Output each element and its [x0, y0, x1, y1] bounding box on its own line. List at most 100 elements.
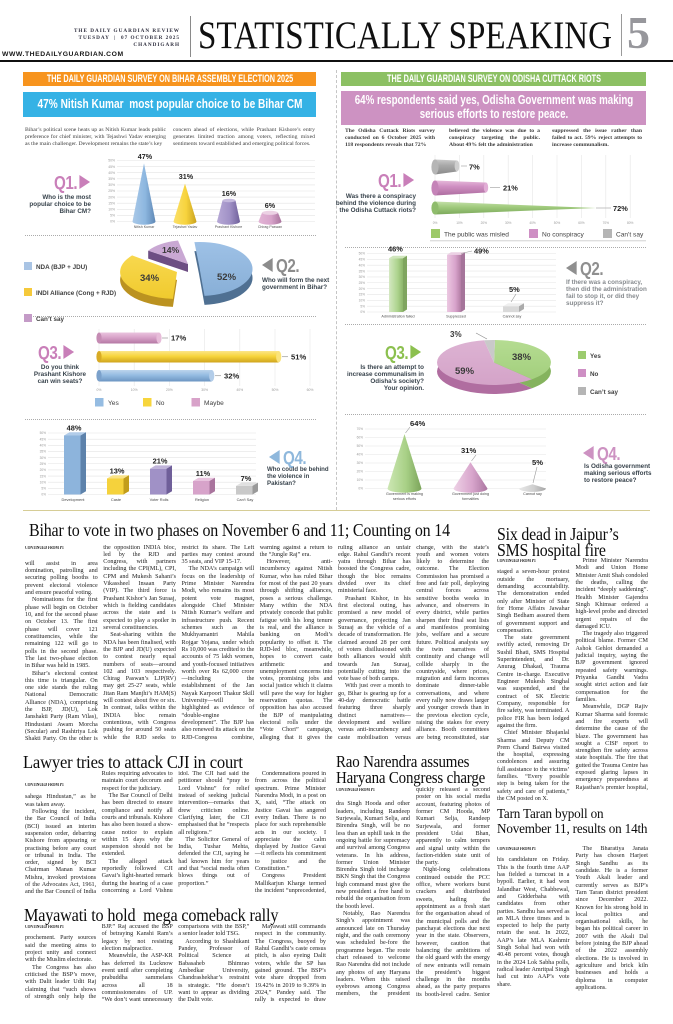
svg-text:16%: 16% [222, 189, 237, 198]
svg-text:Government just doing: Government just doing [452, 492, 489, 496]
svg-text:Yes: Yes [108, 400, 119, 407]
svg-text:30%: 30% [201, 388, 208, 392]
svg-text:The public was misled: The public was misled [444, 232, 509, 239]
svg-text:0%: 0% [97, 388, 102, 392]
svg-text:60%: 60% [357, 436, 364, 440]
svg-text:17%: 17% [171, 334, 186, 343]
svg-text:0%: 0% [358, 487, 363, 491]
svg-text:45%: 45% [359, 258, 366, 262]
svg-text:40%: 40% [40, 444, 47, 448]
svg-text:50%: 50% [108, 159, 115, 163]
svg-text:20%: 20% [359, 287, 366, 291]
svg-text:15%: 15% [359, 293, 366, 297]
svg-text:10%: 10% [108, 208, 115, 212]
svg-text:21%: 21% [153, 457, 168, 466]
svg-text:Religion: Religion [195, 497, 209, 502]
svg-text:10%: 10% [357, 478, 364, 482]
svg-text:40%: 40% [236, 388, 243, 392]
svg-text:52%: 52% [217, 272, 237, 283]
svg-text:Cannot say: Cannot say [523, 492, 542, 496]
svg-text:25%: 25% [108, 189, 115, 193]
svg-text:6%: 6% [265, 201, 276, 210]
svg-text:formalities: formalities [462, 497, 479, 501]
svg-text:32%: 32% [224, 371, 239, 380]
svg-text:0%: 0% [360, 310, 365, 314]
svg-text:Prashant Kishore: Prashant Kishore [215, 225, 243, 229]
svg-text:Suppressed: Suppressed [446, 315, 466, 319]
svg-text:30%: 30% [357, 461, 364, 465]
svg-text:Development: Development [62, 497, 86, 502]
svg-text:No: No [156, 400, 165, 407]
svg-text:50%: 50% [272, 388, 279, 392]
svg-text:15%: 15% [40, 474, 47, 478]
svg-text:70%: 70% [357, 427, 364, 431]
svg-text:40%: 40% [357, 453, 364, 457]
svg-text:70%: 70% [603, 221, 610, 225]
svg-text:15%: 15% [108, 201, 115, 205]
svg-text:30%: 30% [40, 456, 47, 460]
svg-text:Voter Rolls: Voter Rolls [150, 497, 169, 502]
svg-text:5%: 5% [41, 487, 46, 491]
svg-text:40%: 40% [529, 221, 536, 225]
svg-text:5%: 5% [360, 304, 365, 308]
svg-text:45%: 45% [108, 165, 115, 169]
svg-text:80%: 80% [627, 221, 634, 225]
svg-text:47%: 47% [138, 152, 153, 161]
svg-text:31%: 31% [179, 172, 194, 181]
svg-text:46%: 46% [388, 246, 403, 254]
svg-text:64%: 64% [410, 419, 425, 428]
svg-text:30%: 30% [359, 275, 366, 279]
svg-text:Chirag Paswan: Chirag Paswan [258, 225, 282, 229]
svg-text:Government is making: Government is making [386, 492, 423, 496]
svg-text:0%: 0% [41, 493, 46, 497]
svg-text:10%: 10% [131, 388, 138, 392]
svg-text:50%: 50% [357, 444, 364, 448]
svg-text:20%: 20% [357, 470, 364, 474]
svg-text:0%: 0% [433, 221, 438, 225]
svg-text:51%: 51% [291, 352, 306, 361]
svg-text:49%: 49% [474, 247, 489, 256]
svg-text:30%: 30% [108, 183, 115, 187]
svg-text:Administration failed: Administration failed [381, 315, 414, 319]
svg-text:5%: 5% [532, 458, 543, 467]
svg-text:Maybe: Maybe [204, 400, 224, 407]
svg-text:45%: 45% [40, 437, 47, 441]
svg-text:Can't say: Can't say [616, 232, 644, 239]
svg-text:5%: 5% [110, 214, 115, 218]
svg-text:50%: 50% [554, 221, 561, 225]
svg-text:5%: 5% [509, 285, 520, 294]
svg-text:No conspiracy: No conspiracy [542, 232, 584, 239]
svg-text:20%: 20% [108, 195, 115, 199]
svg-text:35%: 35% [359, 269, 366, 273]
svg-text:31%: 31% [461, 446, 476, 455]
svg-text:34%: 34% [140, 273, 160, 284]
svg-text:10%: 10% [359, 299, 366, 303]
svg-text:72%: 72% [613, 204, 628, 213]
svg-text:50%: 50% [359, 252, 366, 256]
svg-text:50%: 50% [40, 431, 47, 435]
svg-text:48%: 48% [67, 424, 82, 433]
svg-text:7%: 7% [241, 474, 252, 483]
svg-text:40%: 40% [359, 263, 366, 267]
svg-text:60%: 60% [307, 388, 314, 392]
svg-text:Can't Say: Can't Say [237, 497, 254, 502]
svg-text:serious efforts: serious efforts [393, 497, 416, 501]
svg-text:Tejashwi Yadav: Tejashwi Yadav [173, 225, 198, 229]
svg-text:20%: 20% [166, 388, 173, 392]
svg-text:25%: 25% [359, 281, 366, 285]
svg-text:35%: 35% [108, 177, 115, 181]
svg-text:60%: 60% [578, 221, 585, 225]
svg-text:21%: 21% [503, 184, 518, 193]
svg-text:38%: 38% [512, 352, 532, 363]
svg-text:7%: 7% [469, 163, 480, 172]
svg-text:Cannot say: Cannot say [503, 315, 522, 319]
svg-text:25%: 25% [40, 462, 47, 466]
svg-text:0%: 0% [110, 220, 115, 224]
svg-text:13%: 13% [110, 467, 125, 476]
svg-text:40%: 40% [108, 171, 115, 175]
svg-text:35%: 35% [40, 450, 47, 454]
svg-text:11%: 11% [196, 469, 211, 478]
svg-text:Nitish Kumar: Nitish Kumar [134, 225, 155, 229]
svg-text:10%: 10% [456, 221, 463, 225]
svg-text:20%: 20% [481, 221, 488, 225]
